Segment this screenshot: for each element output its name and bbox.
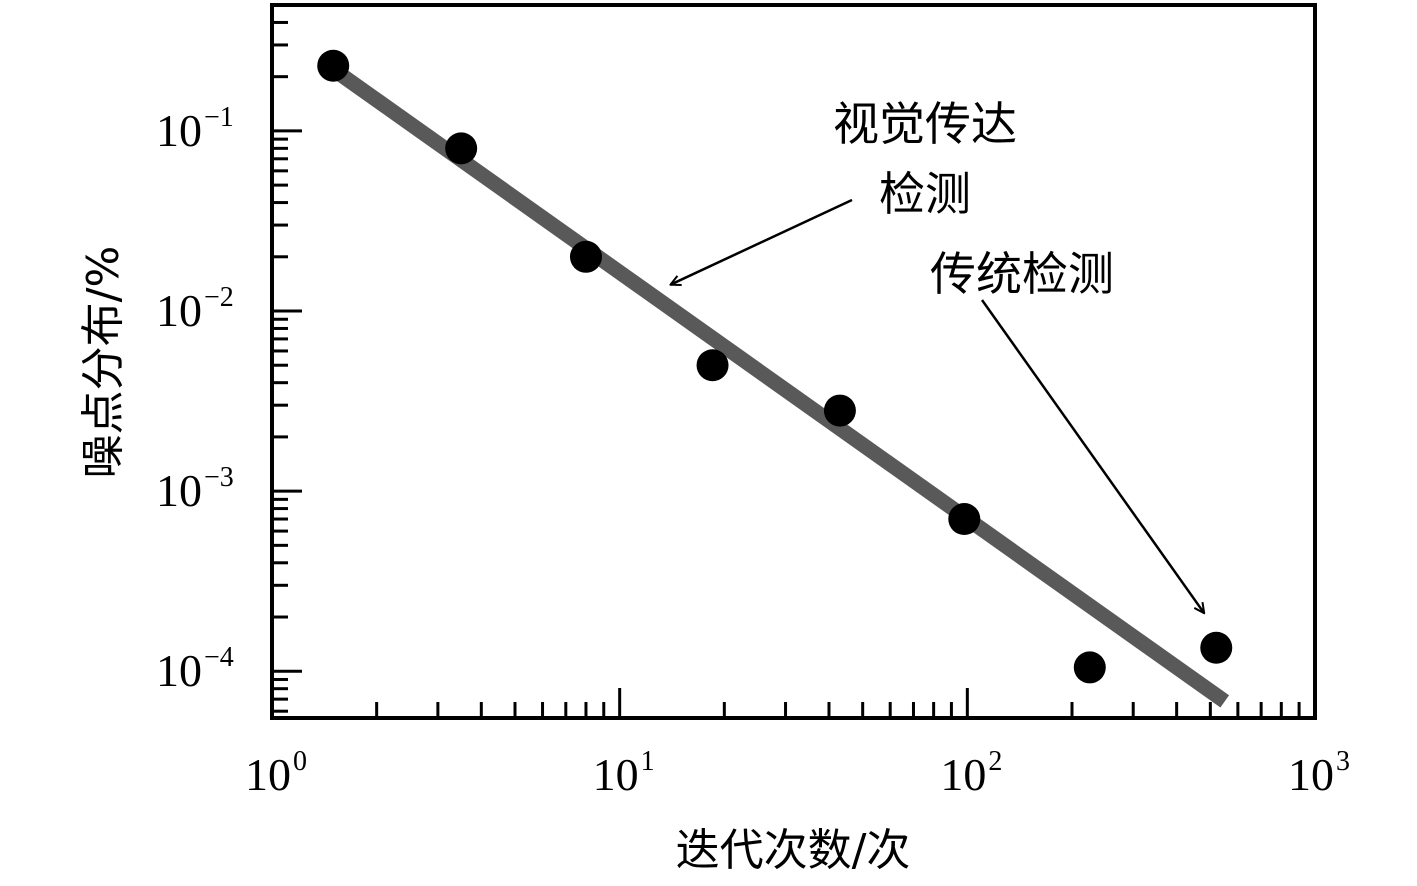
fit-line-layer [328,63,1230,708]
x-tick-exponent: 3 [1336,746,1350,777]
data-points-layer [317,49,1233,684]
y-axis-title: 噪点分布/% [78,246,129,479]
data-point [1073,651,1106,684]
annotation-visual-line2: 检测 [879,167,971,221]
data-point [948,503,981,536]
annotation-traditional-arrow [980,299,1204,613]
data-point [445,132,478,165]
y-tick-exponent: −3 [204,462,234,493]
x-tick-label: 103 [1288,746,1350,800]
x-tick-label: 102 [940,746,1002,800]
data-point [696,349,729,382]
y-tick-label: 10−1 [156,102,234,156]
annotation-visual-line1: 视觉传达 [833,97,1017,151]
x-tick-exponent: 2 [988,746,1002,777]
plot-frame [270,3,1317,720]
x-tick-label: 100 [245,746,307,800]
y-tick-label: 10−3 [156,462,234,516]
data-point [569,240,602,273]
data-point [1200,631,1233,664]
y-tick-label: 10−4 [156,642,234,696]
x-tick-exponent: 0 [293,746,307,777]
x-tick-exponent: 1 [641,746,655,777]
annotation-visual-arrow [670,198,853,285]
axis-ticks [272,3,1301,718]
y-tick-exponent: −2 [204,282,234,313]
data-point [823,394,856,427]
y-tick-label: 10−2 [156,282,234,336]
fit-line [328,63,1230,708]
x-tick-label: 101 [593,746,655,800]
x-axis-title: 迭代次数/次 [676,825,911,876]
annotation-traditional: 传统检测 [930,247,1114,301]
data-point [317,49,350,82]
y-tick-exponent: −1 [204,102,234,133]
y-tick-exponent: −4 [204,642,234,673]
